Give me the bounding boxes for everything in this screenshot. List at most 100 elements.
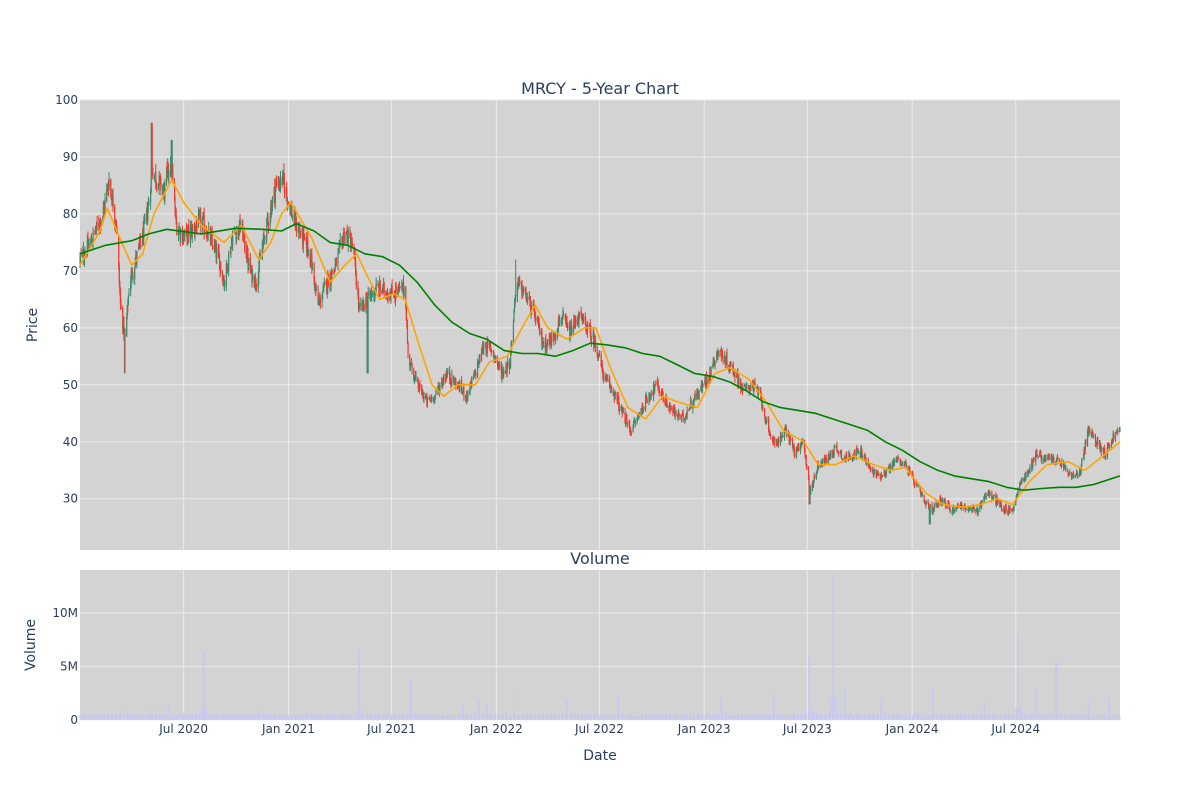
volume-bar [1031, 713, 1033, 720]
candle-up [1037, 456, 1039, 458]
volume-bar [377, 713, 379, 720]
volume-bar [402, 714, 404, 720]
volume-bar [375, 713, 376, 720]
candle-up [322, 293, 324, 300]
volume-bar [593, 715, 595, 720]
candle-up [473, 373, 475, 378]
candle-up [777, 439, 779, 447]
candle-up [1032, 458, 1035, 463]
volume-bar [99, 714, 101, 720]
volume-bar [1096, 715, 1098, 720]
volume-bar [138, 715, 140, 720]
candle-down [1094, 437, 1097, 445]
volume-bar [923, 713, 925, 720]
candle-down [805, 455, 807, 466]
volume-bar [766, 716, 768, 720]
candle-down [443, 377, 445, 383]
volume-bar [832, 575, 834, 720]
volume-bar [362, 714, 364, 720]
volume-bar [730, 716, 732, 720]
volume-bar [818, 713, 820, 720]
volume-bar [514, 714, 516, 720]
candle-down [754, 382, 756, 387]
volume-bar [513, 713, 515, 720]
candle-up [800, 444, 802, 446]
candle-up [236, 232, 238, 240]
volume-bar [742, 716, 744, 720]
volume-bar [774, 716, 776, 720]
volume-bar [817, 716, 819, 720]
volume-bar [387, 713, 389, 720]
volume-bar [678, 716, 680, 720]
candle-up [572, 328, 574, 336]
volume-bar [579, 716, 580, 720]
volume-bar [1080, 714, 1082, 720]
candle-down [545, 339, 547, 349]
volume-bar [633, 717, 635, 720]
candle-down [748, 385, 750, 390]
candle-down [496, 359, 499, 365]
volume-bar [399, 714, 401, 720]
volume-bar [1096, 715, 1098, 720]
volume-bar [804, 712, 806, 720]
date-tick-label: Jan 2024 [885, 722, 939, 736]
candle-up [789, 439, 791, 442]
volume-bar [821, 716, 823, 720]
volume-bar [745, 714, 747, 720]
candle-down [175, 216, 177, 224]
volume-bar [449, 713, 451, 720]
volume-bar [307, 711, 309, 720]
volume-bar [379, 715, 380, 720]
candle-down [828, 454, 830, 458]
volume-bar [84, 712, 85, 720]
volume-bar [1115, 714, 1117, 720]
volume-bar [726, 715, 728, 720]
candle-down [961, 507, 963, 509]
date-tick-label: Jan 2022 [469, 722, 523, 736]
volume-bar [354, 717, 355, 720]
volume-bar [108, 713, 109, 720]
volume-bar [273, 714, 275, 720]
candle-down [1019, 483, 1021, 485]
volume-bar [176, 714, 178, 720]
candle-down [115, 226, 118, 230]
candle-up [143, 218, 145, 222]
candle-down [429, 397, 431, 400]
volume-bar [851, 713, 853, 720]
volume-bar [585, 715, 587, 720]
volume-bar [772, 694, 774, 720]
volume-bar [965, 715, 967, 720]
candle-down [923, 495, 925, 502]
volume-bar [437, 713, 439, 720]
volume-bar [126, 713, 128, 720]
candle-down [131, 270, 133, 276]
candle-up [102, 207, 104, 214]
volume-bar [936, 717, 938, 720]
volume-bar [891, 713, 893, 720]
volume-bar [1107, 716, 1108, 720]
candle-down [666, 399, 668, 407]
date-tick-label: Jan 2023 [677, 722, 731, 736]
volume-bar [534, 716, 535, 720]
volume-bar [470, 715, 472, 720]
volume-bar [266, 714, 268, 720]
volume-bar [888, 716, 890, 720]
candle-up [1119, 429, 1121, 432]
volume-bar [677, 717, 679, 720]
volume-bar [466, 713, 468, 720]
volume-bar [366, 713, 367, 720]
volume-bar [184, 715, 186, 720]
volume-bar [933, 715, 935, 720]
volume-bar [523, 714, 525, 720]
candle-down [585, 326, 587, 333]
candle-up [1074, 475, 1077, 477]
volume-bar [124, 715, 126, 720]
candle-down [418, 389, 420, 391]
volume-bar [1007, 714, 1009, 720]
volume-bar [972, 715, 973, 720]
candle-down [369, 291, 371, 296]
volume-bar [599, 716, 600, 720]
candle-down [793, 446, 795, 454]
volume-bar [789, 716, 791, 720]
candle-down [588, 324, 590, 327]
